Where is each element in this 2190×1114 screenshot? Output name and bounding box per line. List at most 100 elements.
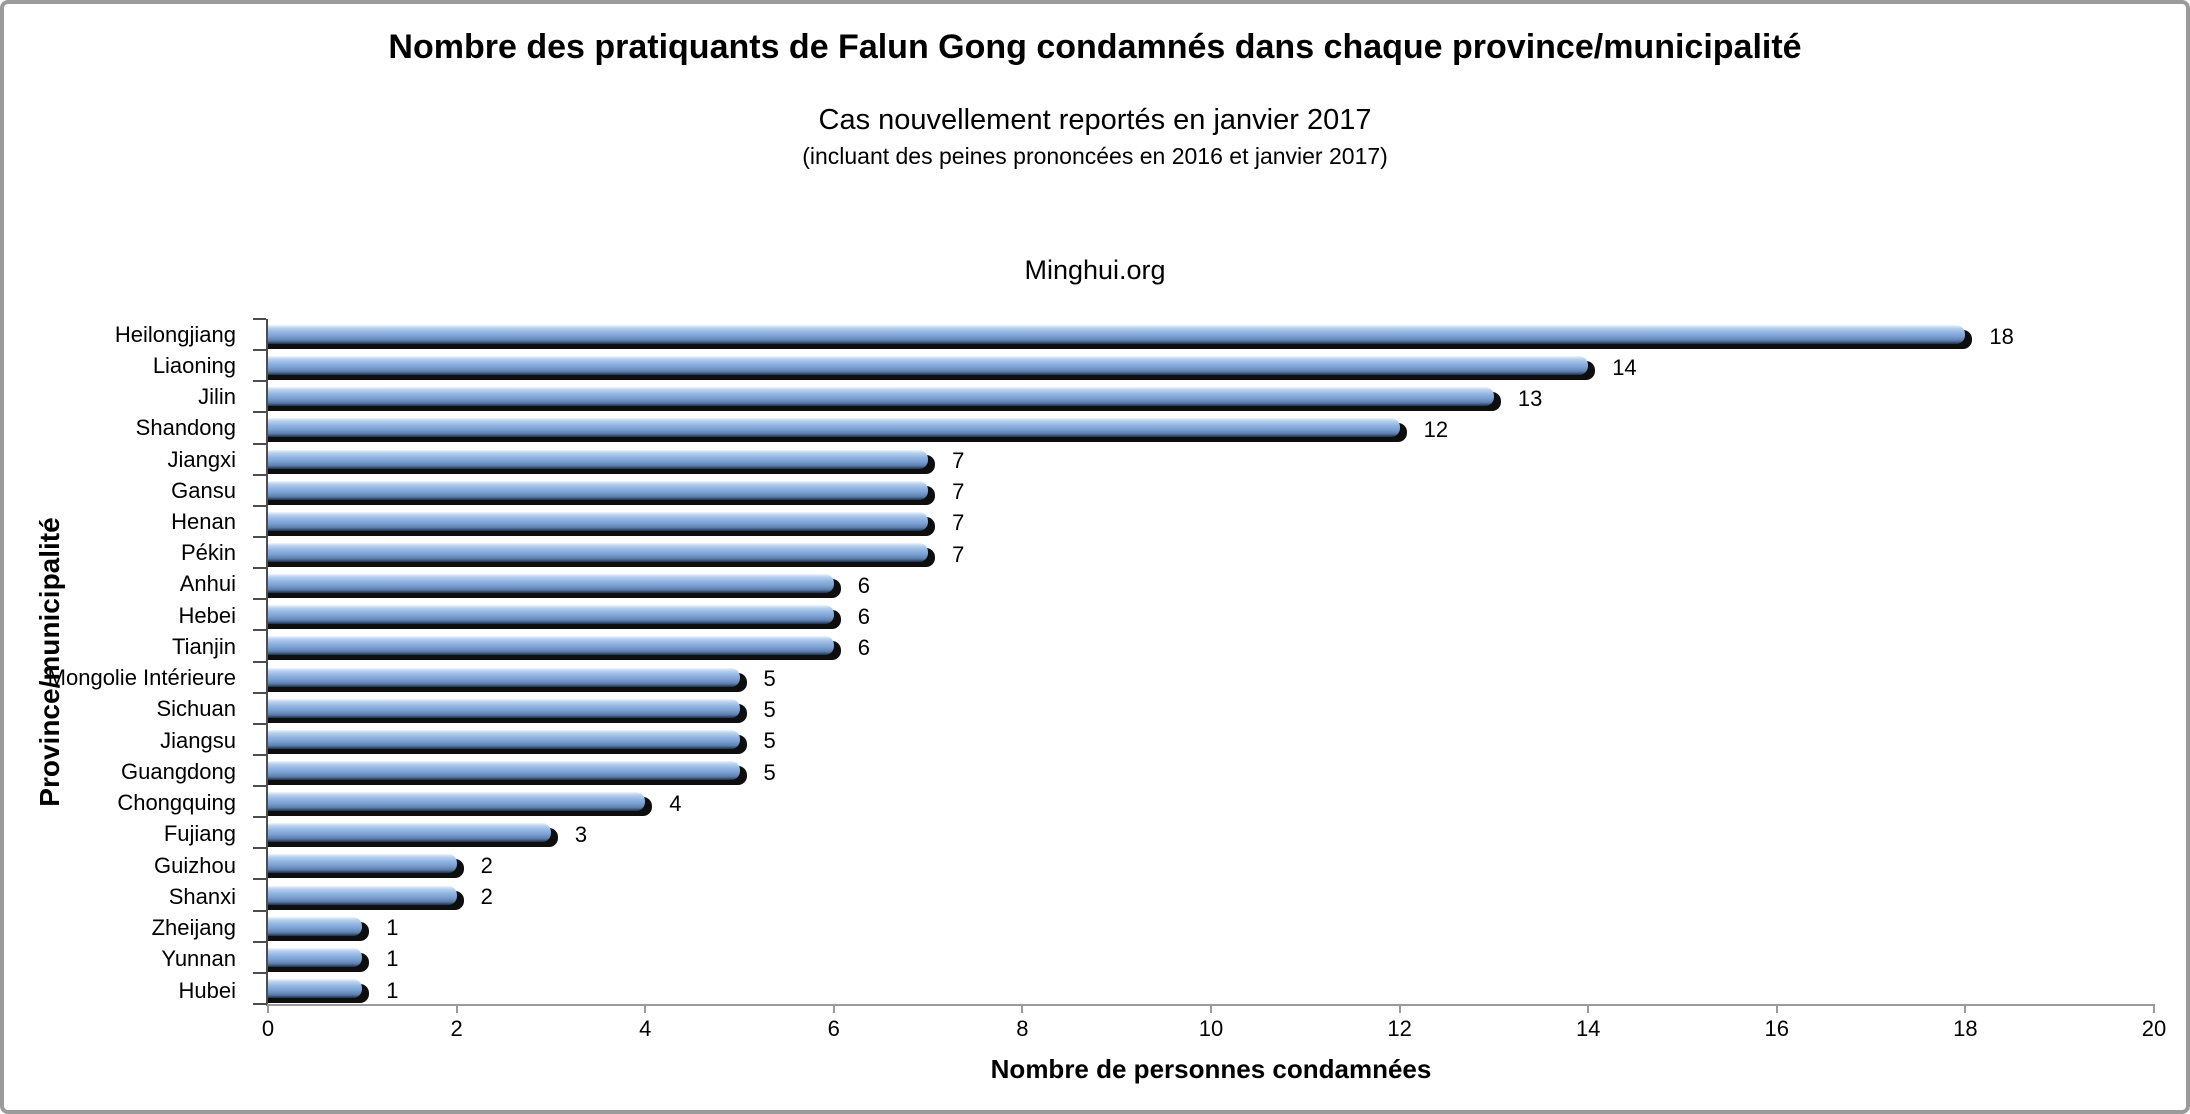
bar: [268, 356, 1596, 381]
bar-fill: [268, 605, 834, 625]
x-axis-tick-label: 16: [1764, 1016, 1790, 1041]
y-axis-tick: [253, 722, 266, 725]
y-axis-tick: [253, 442, 266, 445]
bar-value-label: 13: [1517, 385, 1543, 411]
bar-value-label: 4: [669, 790, 682, 816]
bar-value-label: 2: [480, 852, 493, 878]
y-axis-tick: [253, 1003, 266, 1005]
bar: [268, 325, 1973, 350]
bar-value-label: 2: [480, 884, 493, 910]
bar-fill: [268, 761, 740, 781]
bar-value-label: 5: [763, 728, 776, 754]
bar-fill: [268, 449, 929, 469]
y-axis-tick: [253, 504, 266, 507]
bar-row: 6: [268, 568, 2154, 599]
bar-fill: [268, 729, 740, 749]
bar-fill: [268, 480, 929, 500]
x-axis-title: Nombre de personnes condamnées: [990, 1054, 1432, 1084]
bar-value-label: 7: [952, 479, 965, 505]
bar-fill: [268, 979, 363, 999]
bar-fill: [268, 387, 1494, 407]
bar: [268, 761, 747, 786]
y-axis-tick: [253, 380, 266, 383]
y-axis-tick: [253, 691, 266, 694]
y-axis-tick: [253, 909, 266, 912]
bar-value-label: 5: [763, 697, 776, 723]
x-axis-tick: [1587, 1004, 1590, 1013]
bar-fill: [268, 574, 834, 594]
bar: [268, 823, 558, 848]
x-axis-tick-label: 20: [2141, 1016, 2167, 1041]
bar: [268, 480, 936, 505]
bar: [268, 854, 464, 879]
x-axis-tick: [1021, 1004, 1024, 1013]
source-label: Minghui.org: [1024, 255, 1166, 285]
bar-fill: [268, 636, 834, 656]
category-label: Henan: [171, 509, 236, 535]
bar: [268, 449, 936, 474]
bar: [268, 916, 370, 941]
bar-value-label: 18: [1989, 323, 2014, 349]
bar: [268, 511, 936, 536]
category-label: Fujiang: [163, 821, 236, 847]
bar-value-label: 3: [574, 821, 588, 847]
y-axis-tick: [253, 660, 266, 663]
chart-title: Nombre des pratiquants de Falun Gong con…: [388, 28, 1802, 66]
category-label: Tianjin: [172, 633, 236, 659]
x-axis-tick-label: 2: [450, 1016, 463, 1041]
x-axis-tick: [267, 1004, 269, 1013]
x-axis-tick: [832, 1004, 835, 1013]
bar-row: 1: [268, 973, 2154, 1004]
bar-row: 7: [268, 537, 2154, 568]
y-axis-tick: [253, 971, 266, 974]
category-label: Liaoning: [152, 352, 236, 378]
category-label: Jilin: [198, 384, 236, 410]
bar: [268, 885, 464, 910]
x-axis-tick: [644, 1004, 647, 1013]
category-label: Gansu: [171, 477, 236, 503]
bar-row: 5: [268, 662, 2154, 693]
bar-value-label: 6: [857, 603, 871, 629]
plot-area: 18 14 13 12 7 7 7 7 6 6 6 5 5 5 5 4 3 2 2 1 1 1 Nombre de per…: [253, 318, 2166, 1084]
bar-row: 2: [268, 880, 2154, 911]
bar: [268, 418, 1407, 443]
bar-fill: [268, 418, 1400, 438]
bar-value-label: 6: [857, 634, 871, 660]
bar-row: 5: [268, 755, 2154, 786]
x-axis-tick-label: 8: [1016, 1016, 1029, 1041]
y-axis-tick: [253, 349, 266, 352]
bar-value-label: 1: [386, 915, 399, 941]
x-axis-tick-label: 10: [1198, 1016, 1224, 1041]
y-axis-tick: [253, 878, 266, 881]
bar: [268, 947, 370, 972]
y-axis-tick: [253, 411, 266, 414]
bar-row: 7: [268, 475, 2154, 506]
bar-row: 12: [268, 412, 2154, 443]
bar-value-label: 5: [763, 666, 776, 692]
category-label: Mongolie Intérieure: [47, 665, 236, 691]
bar: [268, 543, 936, 568]
bar-value-label: 12: [1423, 416, 1449, 442]
y-axis-tick: [253, 598, 266, 601]
bar-fill: [268, 325, 1966, 345]
bar-fill: [268, 854, 457, 874]
bar-row: 2: [268, 848, 2154, 879]
category-label: Jiangsu: [160, 727, 236, 753]
category-label: Jiangxi: [167, 446, 236, 472]
bar-row: 14: [268, 350, 2154, 381]
category-label: Shanxi: [168, 883, 236, 909]
y-axis-tick: [253, 753, 266, 756]
x-axis-tick: [2153, 1004, 2155, 1013]
bar-row: 7: [268, 444, 2154, 475]
category-label: Hubei: [178, 977, 236, 1003]
bar-value-label: 7: [952, 510, 965, 536]
bar-fill: [268, 916, 363, 936]
bar-value-label: 6: [857, 572, 871, 598]
x-axis-tick: [1398, 1004, 1401, 1013]
bar-row: 6: [268, 630, 2154, 661]
y-axis-tick: [253, 567, 266, 570]
bar: [268, 698, 747, 723]
x-axis-tick-label: 4: [639, 1016, 652, 1041]
x-axis-tick-label: 18: [1953, 1016, 1978, 1041]
